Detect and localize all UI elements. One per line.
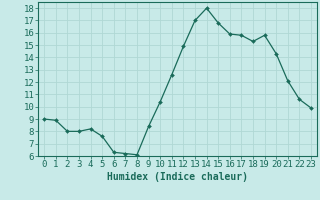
X-axis label: Humidex (Indice chaleur): Humidex (Indice chaleur) [107, 172, 248, 182]
